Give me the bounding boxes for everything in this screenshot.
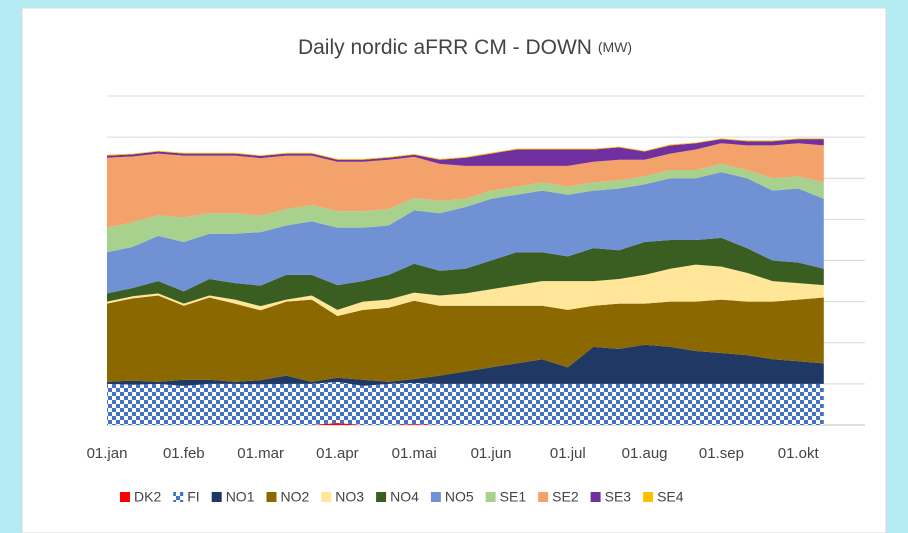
legend-swatch <box>120 492 130 502</box>
legend-label: SE1 <box>500 489 527 505</box>
legend-swatch <box>643 492 654 502</box>
legend-label: NO1 <box>226 489 255 505</box>
x-tick-label: 01.jun <box>471 445 512 462</box>
legend-label: NO2 <box>280 489 309 505</box>
legend-swatch <box>430 492 441 502</box>
legend-swatch <box>590 492 601 502</box>
legend-swatch <box>321 492 332 502</box>
legend-label: SE2 <box>552 489 579 505</box>
legend-label: NO3 <box>335 489 364 505</box>
legend-label: DK2 <box>134 489 161 505</box>
area <box>107 381 824 425</box>
x-tick-label: 01.okt <box>778 445 820 462</box>
x-tick-label: 01.sep <box>699 445 744 462</box>
title-text: Daily nordic aFRR CM - DOWN <box>298 36 592 59</box>
legend-swatch <box>485 492 496 502</box>
legend-swatch <box>211 492 222 502</box>
legend-swatch <box>266 492 277 502</box>
legend-label: SE3 <box>605 489 632 505</box>
area <box>107 172 824 294</box>
legend-swatch <box>173 492 184 502</box>
area <box>107 237 824 310</box>
legend-swatch <box>376 492 387 502</box>
legend-label: FI <box>187 489 199 505</box>
legend-swatch <box>538 492 549 502</box>
x-tick-label: 01.jan <box>87 445 128 462</box>
x-tick-label: 01.mai <box>392 445 437 462</box>
legend-label: SE4 <box>657 489 684 505</box>
legend-label: NO4 <box>390 489 419 505</box>
area <box>107 163 824 253</box>
x-tick-label: 01.aug <box>622 445 668 462</box>
area <box>107 295 824 382</box>
x-tick-label: 01.apr <box>316 445 359 462</box>
area <box>107 264 824 317</box>
title-unit: (MW) <box>598 39 632 55</box>
x-tick-label: 01.jul <box>550 445 586 462</box>
x-tick-label: 01.mar <box>237 445 284 462</box>
chart-title: Daily nordic aFRR CM - DOWN (MW) <box>298 36 632 59</box>
legend-label: NO5 <box>445 489 474 505</box>
area <box>107 138 824 160</box>
area <box>107 143 824 228</box>
x-tick-label: 01.feb <box>163 445 205 462</box>
area <box>107 139 824 166</box>
